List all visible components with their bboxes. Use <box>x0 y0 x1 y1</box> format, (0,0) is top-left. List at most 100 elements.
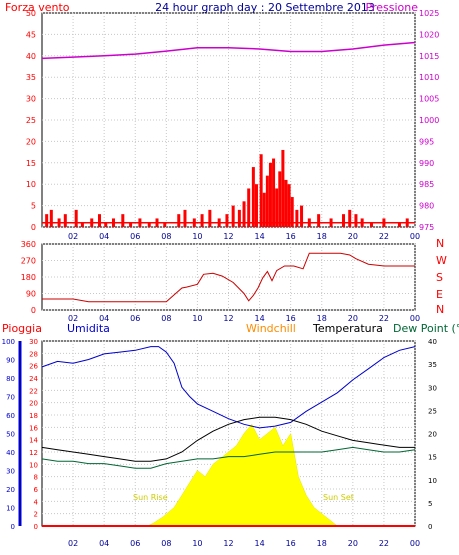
direction-tick-label: 90 <box>26 290 36 299</box>
wind-tick-label: 35 <box>26 73 36 82</box>
humidity-tick-label: 60 <box>6 412 15 420</box>
wind-bar <box>251 167 255 227</box>
temperature-tick-label: 15 <box>428 454 437 462</box>
wind-bar <box>254 184 258 227</box>
wind-bar <box>259 154 263 227</box>
humidity-tick-label: 100 <box>2 338 15 346</box>
x-tick-label: 12 <box>223 314 233 323</box>
wind-bar <box>369 222 373 227</box>
wind-bar <box>242 201 246 227</box>
rain-tick-label: 10 <box>29 461 38 469</box>
temperature-tick-label: 20 <box>428 431 437 439</box>
wind-bar <box>317 214 321 227</box>
humidity-tick-label: 70 <box>6 394 15 402</box>
wind-direction-line <box>42 252 415 303</box>
rain-tick-label: 8 <box>34 474 38 482</box>
x-tick-label: 18 <box>317 232 327 241</box>
wind-bar <box>275 188 279 227</box>
wind-bar <box>63 214 67 227</box>
x-tick-label: 22 <box>379 314 389 323</box>
x-tick-label: 02 <box>68 314 78 323</box>
wind-bar <box>281 149 285 227</box>
wind-bar <box>121 214 125 227</box>
temperature-line <box>41 416 415 462</box>
sunrise-annotation: Sun Rise <box>133 493 168 502</box>
x-tick-label: 04 <box>99 314 109 323</box>
rain-tick-label: 0 <box>34 523 38 531</box>
x-tick-label: 02 <box>68 539 78 548</box>
x-tick-label: 22 <box>379 539 389 548</box>
solar-area <box>147 423 339 527</box>
dewpoint-line <box>41 446 416 469</box>
wind-bar <box>98 214 102 227</box>
x-tick-label: 16 <box>286 539 296 548</box>
wind-tick-label: 40 <box>26 52 36 61</box>
pressure-label: Pressione <box>366 1 419 14</box>
rain-tick-label: 6 <box>34 486 39 494</box>
wind-bar <box>200 214 204 227</box>
wind-bar <box>265 175 269 227</box>
x-tick-label: 14 <box>254 539 264 548</box>
wind-bar <box>247 188 251 227</box>
compass-label: N <box>436 303 444 316</box>
x-tick-label: 18 <box>317 314 327 323</box>
pressure-tick-label: 1010 <box>419 73 439 82</box>
wind-bar <box>295 209 299 227</box>
wind-bar <box>268 162 272 227</box>
x-tick-label: 20 <box>348 314 358 323</box>
temperature-tick-label: 35 <box>428 361 437 369</box>
direction-tick-label: 180 <box>21 273 36 282</box>
humidity-tick-label: 50 <box>6 431 15 439</box>
wind-bar <box>290 197 294 227</box>
wind-bar <box>129 222 133 227</box>
humidity-line <box>41 346 416 429</box>
wind-tick-label: 30 <box>26 95 36 104</box>
pressure-tick-label: 985 <box>419 180 434 189</box>
wind-speed-label: Forza vento <box>5 1 70 14</box>
x-tick-label: 00 <box>410 539 420 548</box>
compass-label: E <box>436 288 443 301</box>
wind-bar <box>342 214 346 227</box>
wind-bar <box>49 209 53 227</box>
rain-tick-label: 16 <box>29 424 38 432</box>
x-tick-label: 00 <box>410 232 420 241</box>
compass-label: S <box>436 271 443 284</box>
wind-bar <box>147 222 151 227</box>
humidity-tick-label: 30 <box>6 468 15 476</box>
x-tick-label: 02 <box>68 232 78 241</box>
wind-bar <box>74 209 78 227</box>
temperature-tick-label: 10 <box>428 477 437 485</box>
wind-bar <box>397 222 401 227</box>
windchill-label: Windchill <box>246 322 296 335</box>
humidity-tick-label: 10 <box>6 505 15 513</box>
wind-bar <box>177 214 181 227</box>
temperature-tick-label: 0 <box>428 523 432 531</box>
rain-tick-label: 18 <box>29 412 38 420</box>
humidity-tick-label: 40 <box>6 449 15 457</box>
wind-bar <box>45 214 49 227</box>
rain-tick-label: 20 <box>29 400 38 408</box>
temperature-label: Temperatura <box>312 322 383 335</box>
wind-bar <box>225 214 229 227</box>
x-tick-label: 12 <box>223 232 233 241</box>
wind-tick-label: 20 <box>26 137 36 146</box>
wind-bar <box>348 209 352 227</box>
wind-tick-label: 10 <box>26 180 36 189</box>
wind-bar <box>231 205 235 227</box>
pressure-tick-label: 1025 <box>419 9 439 18</box>
wind-bar <box>284 179 288 227</box>
humidity-tick-label: 90 <box>6 357 15 365</box>
wind-tick-label: 0 <box>31 223 36 232</box>
rain-tick-label: 12 <box>29 449 38 457</box>
rain-tick-label: 2 <box>34 511 38 519</box>
rain-label: Pioggia <box>2 322 42 335</box>
wind-tick-label: 50 <box>26 9 36 18</box>
temperature-tick-label: 40 <box>428 338 437 346</box>
x-tick-label: 08 <box>161 232 171 241</box>
rain-tick-label: 14 <box>29 437 38 445</box>
x-tick-label: 08 <box>161 539 171 548</box>
rain-tick-label: 24 <box>29 375 38 383</box>
x-tick-label: 14 <box>254 314 264 323</box>
rain-tick-label: 26 <box>29 363 38 371</box>
x-tick-label: 16 <box>286 232 296 241</box>
